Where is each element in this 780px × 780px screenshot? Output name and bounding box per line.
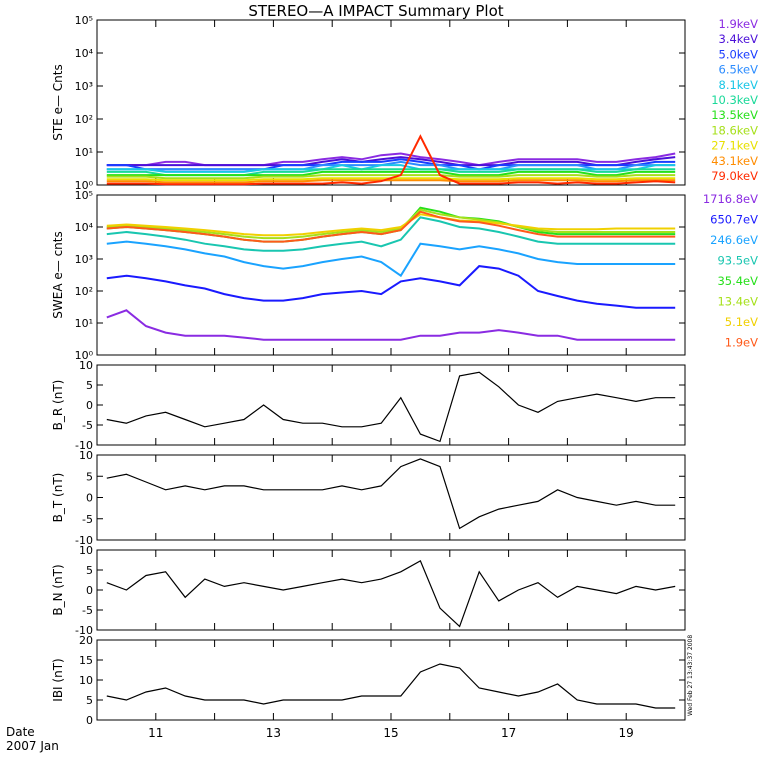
date-value: 2007 Jan xyxy=(6,739,59,753)
y-tick-label: 10⁰ xyxy=(75,179,94,192)
series-ste-1 xyxy=(106,156,676,167)
y-tick-label: 0 xyxy=(86,714,93,727)
y-tick-label: 0 xyxy=(86,399,93,412)
y-tick-label: 10⁰ xyxy=(75,349,94,362)
series-ste-9 xyxy=(106,179,676,184)
x-tick-label: 15 xyxy=(383,726,398,740)
y-tick-label: 10¹ xyxy=(75,146,93,159)
panel-bt: -10 -5 0 5 10 B_T (nT) xyxy=(51,449,686,547)
legend-entry: 27.1keV xyxy=(711,139,758,153)
y-tick-label: 10⁵ xyxy=(75,189,93,202)
y-tick-label: 5 xyxy=(86,379,93,392)
y-tick-label: 5 xyxy=(86,564,93,577)
y-tick-label: -5 xyxy=(82,513,93,526)
legend-entry: 1716.8eV xyxy=(703,192,758,206)
series-bn-0 xyxy=(106,560,676,628)
panel-ste: 10⁰ 10¹ 10² 10³ 10⁴ 10⁵ STE e— Cnts 1.9keV3.4ke… xyxy=(51,14,758,192)
y-axis-label: IBI (nT) xyxy=(51,658,65,701)
legend-entry: 6.5keV xyxy=(719,63,759,77)
legend-entry: 5.1eV xyxy=(725,315,758,329)
panel-br: -10 -5 0 5 10 B_R (nT) xyxy=(51,359,686,452)
y-tick-label: 10² xyxy=(75,285,93,298)
legend-entry: 246.6eV xyxy=(710,233,758,247)
series-ste-6 xyxy=(106,170,676,177)
y-tick-label: 10¹ xyxy=(75,317,93,330)
y-tick-label: 10³ xyxy=(75,253,93,266)
plot-title: STEREO—A IMPACT Summary Plot xyxy=(248,2,503,20)
series-ste-10 xyxy=(106,134,676,186)
x-tick-label: 19 xyxy=(619,726,634,740)
y-tick-label: 5 xyxy=(86,694,93,707)
timestamp: Wed Feb 27 13:43:37 2008 xyxy=(687,635,694,716)
series-swea-0 xyxy=(106,309,676,341)
x-tick-label: 11 xyxy=(148,726,163,740)
series-swea-7 xyxy=(106,210,676,243)
y-tick-label: 10⁴ xyxy=(75,221,94,234)
y-tick-label: 15 xyxy=(79,654,93,667)
y-tick-label: 10 xyxy=(79,359,93,372)
legend-entry: 1.9keV xyxy=(719,17,759,31)
series-swea-2 xyxy=(106,240,676,278)
legend-entry: 93.5eV xyxy=(717,254,758,268)
panels: 10⁰ 10¹ 10² 10³ 10⁴ 10⁵ STE e— Cnts 1.9keV3.4ke… xyxy=(51,14,758,740)
y-tick-label: 10² xyxy=(75,113,93,126)
legend-entry: 8.1keV xyxy=(719,78,759,92)
series-swea-1 xyxy=(106,265,676,309)
legend-entry: 13.4eV xyxy=(717,295,758,309)
panel-frame xyxy=(96,639,686,721)
series-swea-5 xyxy=(106,208,676,240)
series-swea-6 xyxy=(106,213,676,237)
panel-frame xyxy=(96,454,686,541)
legend-entry: 79.0keV xyxy=(711,169,758,183)
y-tick-label: -5 xyxy=(82,419,93,432)
legend-entry: 1.9eV xyxy=(725,336,758,350)
y-axis-label: B_T (nT) xyxy=(51,473,65,523)
panel-swea: 10⁰ 10¹ 10² 10³ 10⁴ 10⁵ SWEA e— cnts 1716.8eV 65… xyxy=(51,189,758,362)
y-tick-label: -10 xyxy=(75,534,93,547)
y-tick-label: -5 xyxy=(82,604,93,617)
y-axis-label: B_N (nT) xyxy=(51,564,65,615)
series-swea-3 xyxy=(106,216,676,252)
series-ste-7 xyxy=(106,174,676,180)
series-ste-3 xyxy=(106,160,676,171)
y-tick-label: 10⁵ xyxy=(75,14,93,27)
panel-frame xyxy=(96,194,686,356)
x-tick-label: 13 xyxy=(266,726,281,740)
panel-bmag: 0 5 10 15 20 IBI (nT) 11 13 15 17 19 xyxy=(51,634,686,740)
y-tick-label: 20 xyxy=(79,634,93,647)
legend-entry: 5.0keV xyxy=(719,47,759,61)
y-tick-label: -10 xyxy=(75,624,93,637)
y-axis-label: B_R (nT) xyxy=(51,380,65,431)
y-tick-label: 5 xyxy=(86,470,93,483)
y-tick-label: 10 xyxy=(79,544,93,557)
series-bt-0 xyxy=(106,458,676,530)
panel-bn: -10 -5 0 5 10 B_N (nT) xyxy=(51,544,686,637)
series-bmag-0 xyxy=(106,663,676,709)
legend-entry: 43.1keV xyxy=(711,154,758,168)
y-tick-label: 0 xyxy=(86,492,93,505)
legend-entry: 3.4keV xyxy=(719,32,759,46)
panel-frame xyxy=(96,364,686,446)
legend-entry: 10.3keV xyxy=(711,93,758,107)
series-br-0 xyxy=(106,371,676,443)
y-tick-label: -10 xyxy=(75,439,93,452)
x-tick-label: 17 xyxy=(501,726,516,740)
y-tick-label: 10 xyxy=(79,674,93,687)
date-label: Date xyxy=(6,725,35,739)
legend-entry: 35.4eV xyxy=(717,274,758,288)
y-tick-label: 0 xyxy=(86,584,93,597)
y-tick-label: 10³ xyxy=(75,80,93,93)
legend-entry: 650.7eV xyxy=(710,213,758,227)
legend-entry: 18.6keV xyxy=(711,123,758,137)
y-axis-label: SWEA e— cnts xyxy=(51,231,65,318)
y-axis-label: STE e— Cnts xyxy=(51,64,65,140)
legend-entry: 13.5keV xyxy=(711,108,758,122)
y-tick-label: 10⁴ xyxy=(75,47,94,60)
y-tick-label: 10 xyxy=(79,449,93,462)
